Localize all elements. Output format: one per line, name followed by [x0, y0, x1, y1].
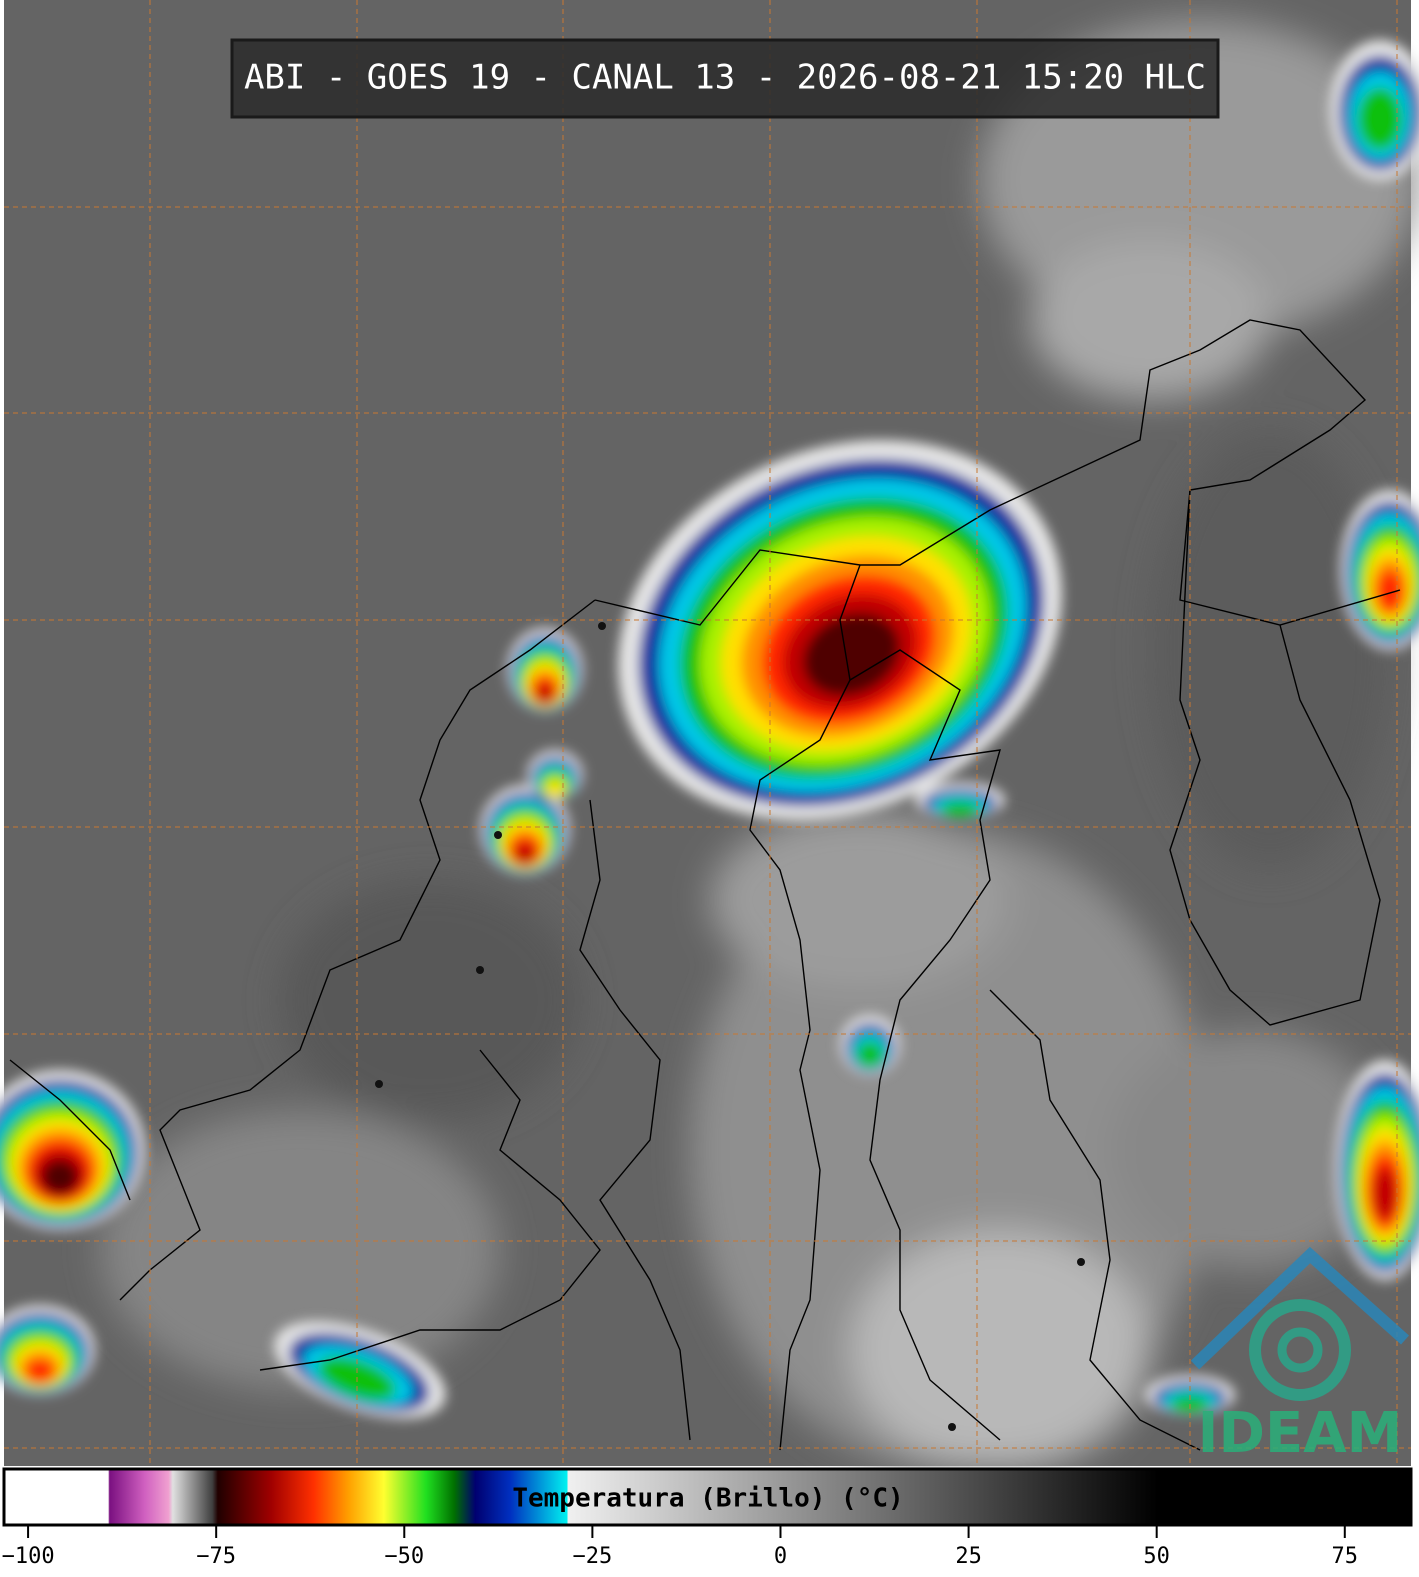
storm-cell [527, 750, 583, 800]
colorbar-tick-label: −50 [384, 1544, 424, 1569]
storm-cell [480, 785, 570, 875]
storm-cell [1340, 490, 1419, 650]
storm-layer [545, 781, 565, 799]
colorbar: Temperatura (Brillo) (°C) −100 −75 −50 −25 0… [2, 1467, 1413, 1569]
colorbar-tick-label: −25 [573, 1544, 613, 1569]
colorbar-tick-label: −75 [196, 1544, 236, 1569]
storm-cell [915, 782, 1005, 818]
coastlines [9, 319, 1401, 1451]
graticule [4, 0, 1411, 1466]
city-dots [375, 622, 1085, 1431]
title: ABI - GOES 19 - CANAL 13 - 2026-08-21 15… [244, 58, 1206, 98]
storm-layer [514, 843, 536, 865]
storm-layer [535, 684, 555, 704]
cloud-field [100, 20, 1419, 1470]
storm-layer [1357, 87, 1403, 151]
colorbar-gradient [2, 1467, 1413, 1527]
storm-layer [1373, 1167, 1397, 1221]
storm-layer [41, 1159, 79, 1195]
title-box [230, 38, 1220, 119]
storm-layer [1376, 569, 1404, 613]
colorbar-tick-label: 0 [774, 1544, 787, 1569]
storm-cell [1335, 1060, 1419, 1280]
colorbar-tick-label: 75 [1332, 1544, 1359, 1569]
storm-layer [939, 800, 981, 818]
colorbar-tick-label: −100 [2, 1544, 55, 1569]
storm-cell [840, 1015, 900, 1075]
storm-layer [856, 1040, 884, 1068]
storm-cell [507, 628, 583, 712]
storm-layer [25, 1359, 55, 1383]
storm-layer [803, 613, 900, 696]
map: ABI - GOES 19 - CANAL 13 - 2026-08-21 15… [0, 0, 1419, 1470]
logo-text: IDEAM [1198, 1401, 1403, 1466]
colorbar-title: Temperatura (Brillo) (°C) [512, 1484, 903, 1514]
storm-cell [0, 1305, 95, 1395]
colorbar-tick-label: 25 [955, 1544, 982, 1569]
storm-cell [0, 1070, 145, 1230]
ideam-logo: IDEAM [1190, 1246, 1410, 1466]
colorbar-tick-label: 50 [1143, 1544, 1170, 1569]
